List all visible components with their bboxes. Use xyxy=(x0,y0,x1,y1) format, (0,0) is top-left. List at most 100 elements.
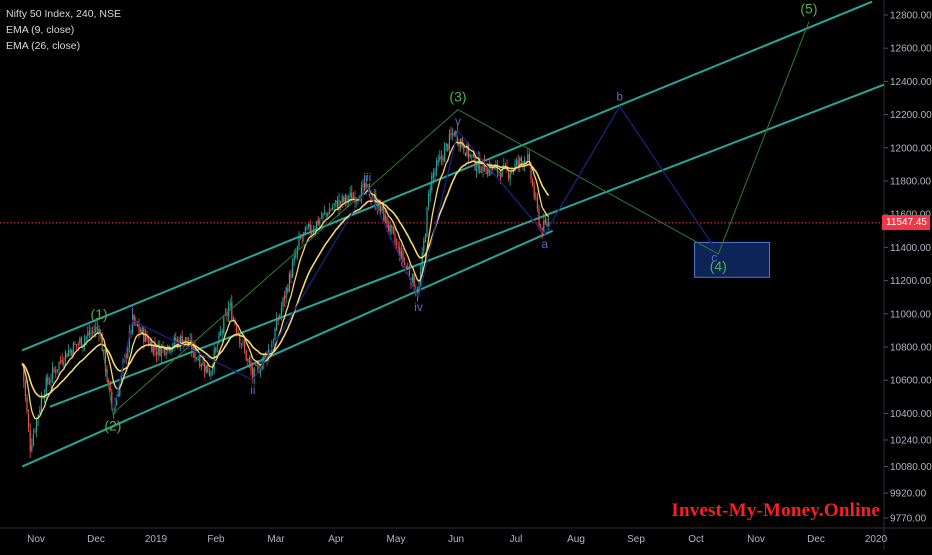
candle-body xyxy=(408,270,410,278)
candle-body xyxy=(275,318,278,331)
candle-body xyxy=(98,328,100,334)
candle-body xyxy=(66,353,68,358)
candle-body xyxy=(451,133,454,135)
candle-body xyxy=(131,315,134,333)
last-price-tag: 11547.45 xyxy=(882,215,930,231)
candle-body xyxy=(523,160,526,166)
candle-body xyxy=(373,195,375,199)
candle-body xyxy=(424,234,426,243)
time-tick-label: Feb xyxy=(207,534,225,545)
candle-body xyxy=(319,220,321,224)
price-tick-label: 11800.00 xyxy=(890,177,931,188)
candle-body xyxy=(459,139,462,148)
candle-body xyxy=(536,197,538,209)
candle-body xyxy=(75,344,78,346)
candle-body xyxy=(347,198,350,201)
candle-body xyxy=(343,197,345,202)
price-tick-label: 10600.00 xyxy=(890,376,932,387)
candle-body xyxy=(264,353,266,358)
candle-body xyxy=(45,377,47,395)
price-tick-label: 10400.00 xyxy=(890,409,932,420)
wave-label: v xyxy=(455,114,461,128)
time-tick-label: Jun xyxy=(448,534,464,545)
candle-body xyxy=(213,349,215,370)
candle-body xyxy=(501,165,503,177)
candle-body xyxy=(181,336,183,346)
candle-body xyxy=(287,288,289,292)
candle-body xyxy=(50,379,52,382)
legend-ema-9[interactable]: EMA (9, close) xyxy=(6,24,75,36)
candle-body xyxy=(32,433,34,445)
legend: Nifty 50 Index, 240, NSE EMA (9, close) … xyxy=(6,6,121,54)
candle-body xyxy=(125,353,127,358)
candle-body xyxy=(114,404,116,414)
price-tick-label: 10080.00 xyxy=(890,462,932,473)
candle-body xyxy=(63,362,65,365)
candle-body xyxy=(443,147,446,162)
candle-body xyxy=(522,161,524,166)
candle-body xyxy=(336,200,338,210)
candle-body xyxy=(421,252,423,273)
candle-body xyxy=(517,160,519,165)
candle-body xyxy=(335,199,337,204)
candle-body xyxy=(344,194,346,202)
candle-body xyxy=(303,232,305,236)
candle-body xyxy=(175,337,177,343)
candle-body xyxy=(533,185,535,198)
candle-body xyxy=(352,196,354,200)
price-tick-label: 10240.00 xyxy=(890,435,932,446)
candle-body xyxy=(309,223,311,233)
legend-symbol[interactable]: Nifty 50 Index, 240, NSE xyxy=(6,8,121,20)
candle-body xyxy=(368,183,370,197)
candle-body xyxy=(312,229,314,231)
wave-label: c xyxy=(711,250,717,264)
candle-body xyxy=(448,133,450,150)
candle-body xyxy=(152,345,154,355)
candle-body xyxy=(176,339,178,343)
candle-body xyxy=(471,155,473,157)
candle-body xyxy=(23,363,25,382)
candle-body xyxy=(535,195,537,197)
candle-body xyxy=(256,365,258,367)
time-tick-label: Sep xyxy=(627,534,645,545)
trend-channel xyxy=(21,0,885,468)
candle-body xyxy=(77,343,79,345)
price-tick-label: 11000.00 xyxy=(890,309,931,320)
candle-body xyxy=(218,333,220,344)
candle-body xyxy=(367,184,369,186)
candle-body xyxy=(349,192,351,198)
candle-body xyxy=(48,382,50,384)
candle-body xyxy=(133,315,135,324)
candle-body xyxy=(397,246,399,248)
candle-body xyxy=(282,297,284,307)
candle-body xyxy=(93,331,95,333)
candle-body xyxy=(223,317,225,333)
candle-body xyxy=(59,360,62,362)
candle-body xyxy=(226,312,228,316)
candle-body xyxy=(69,349,71,353)
candle-body xyxy=(144,332,146,342)
candle-body xyxy=(325,213,327,215)
candle-body xyxy=(283,295,286,300)
candle-body xyxy=(531,180,534,186)
candle-body xyxy=(525,161,527,163)
time-axis: Nov Dec 2019 Feb Mar Apr May Jun Jul Aug Sep Oct Nov… xyxy=(27,534,887,545)
legend-ema-26[interactable]: EMA (26, close) xyxy=(6,40,81,52)
candle-body xyxy=(378,202,380,211)
candle-body xyxy=(280,307,282,316)
candle-body xyxy=(467,144,470,158)
candle-body xyxy=(130,330,132,333)
candle-body xyxy=(35,418,38,432)
candle-body xyxy=(197,359,199,361)
candle-body xyxy=(351,192,353,201)
candle-body xyxy=(96,327,98,329)
candle-body xyxy=(431,175,433,191)
candle-body xyxy=(58,361,60,370)
candle-body xyxy=(147,339,150,346)
candle-body xyxy=(207,363,209,373)
candle-body xyxy=(338,199,340,210)
candle-body xyxy=(437,160,439,163)
candle-body xyxy=(61,359,63,364)
